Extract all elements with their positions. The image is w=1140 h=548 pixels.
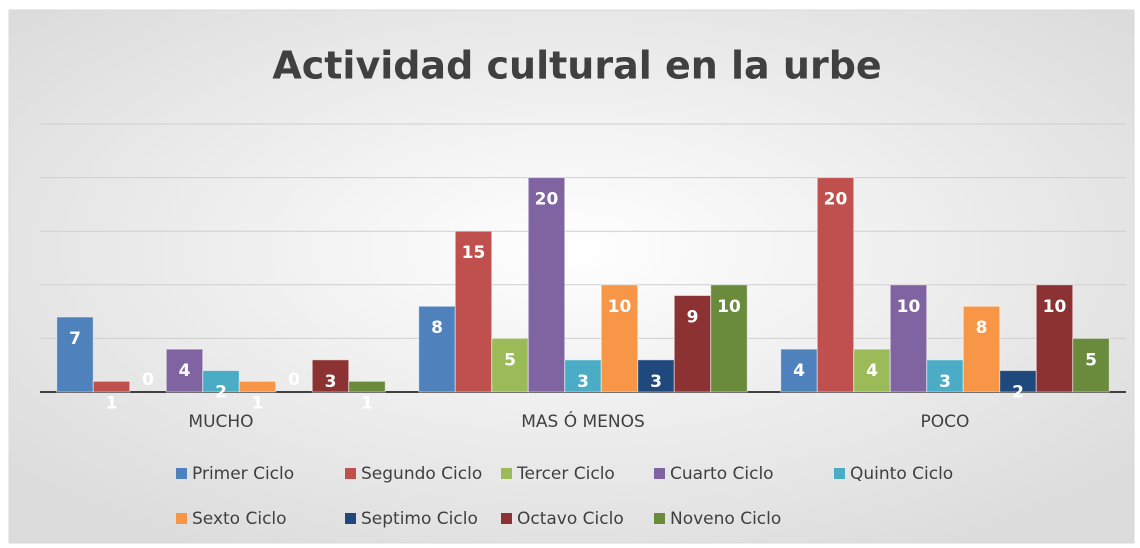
x-tick-label: POCO (921, 412, 970, 432)
legend-swatch (176, 468, 187, 479)
bar (710, 284, 748, 393)
bar (1035, 284, 1074, 393)
chart-background (8, 9, 1135, 544)
bar (637, 359, 675, 393)
bar (889, 284, 928, 393)
data-label: 10 (608, 297, 632, 317)
x-tick-label: MAS Ó MENOS (521, 410, 645, 432)
bar (527, 177, 566, 393)
bar (454, 230, 493, 393)
bar (1072, 337, 1110, 393)
bar (600, 284, 639, 393)
data-label: 10 (897, 297, 921, 317)
data-label: 15 (462, 243, 486, 263)
data-label: 10 (717, 297, 741, 317)
legend-swatch (654, 468, 665, 479)
bar (491, 337, 529, 393)
legend-label: Tercer Ciclo (516, 464, 615, 484)
bar (926, 359, 964, 393)
data-label: 0 (142, 370, 154, 390)
data-label: 8 (976, 318, 988, 338)
data-label: 4 (793, 361, 805, 381)
data-label: 3 (577, 372, 589, 392)
legend-label: Septimo Ciclo (361, 509, 478, 529)
legend-label: Sexto Ciclo (192, 509, 287, 529)
bar (418, 305, 456, 393)
legend-label: Segundo Ciclo (361, 464, 482, 484)
data-label: 5 (504, 350, 516, 370)
legend-swatch (501, 513, 512, 524)
bar (780, 348, 818, 393)
chart-title: Actividad cultural en la urbe (272, 44, 881, 88)
data-label: 9 (687, 308, 699, 328)
bar (238, 380, 277, 393)
legend-label: Octavo Ciclo (517, 509, 624, 529)
data-label: 3 (939, 372, 951, 392)
data-label: 1 (252, 393, 264, 413)
legend-label: Noveno Ciclo (670, 509, 781, 529)
data-label: 10 (1043, 297, 1067, 317)
data-label: 3 (650, 372, 662, 392)
data-label: 0 (288, 370, 300, 390)
legend-label: Primer Ciclo (192, 464, 294, 484)
legend-swatch (176, 513, 187, 524)
data-label: 4 (866, 361, 878, 381)
data-label: 8 (431, 318, 443, 338)
data-label: 3 (325, 372, 337, 392)
data-label: 1 (361, 393, 373, 413)
data-label: 20 (824, 190, 848, 210)
bar (816, 177, 855, 393)
legend-swatch (345, 513, 356, 524)
bar (348, 380, 386, 393)
data-label: 2 (215, 383, 227, 403)
legend-label: Cuarto Ciclo (670, 464, 774, 484)
bar (673, 295, 712, 393)
data-label: 1 (106, 393, 118, 413)
data-label: 5 (1085, 350, 1097, 370)
legend-swatch (834, 468, 845, 479)
bar (311, 359, 350, 393)
x-tick-label: MUCHO (188, 412, 253, 432)
bar (92, 380, 131, 393)
data-label: 7 (69, 329, 81, 349)
data-label: 4 (179, 361, 191, 381)
legend-swatch (654, 513, 665, 524)
legend-swatch (345, 468, 356, 479)
legend-label: Quinto Ciclo (850, 464, 953, 484)
data-label: 2 (1012, 383, 1024, 403)
legend-swatch (501, 468, 512, 479)
data-label: 20 (535, 190, 559, 210)
bar (962, 305, 1001, 393)
bar (56, 316, 94, 393)
